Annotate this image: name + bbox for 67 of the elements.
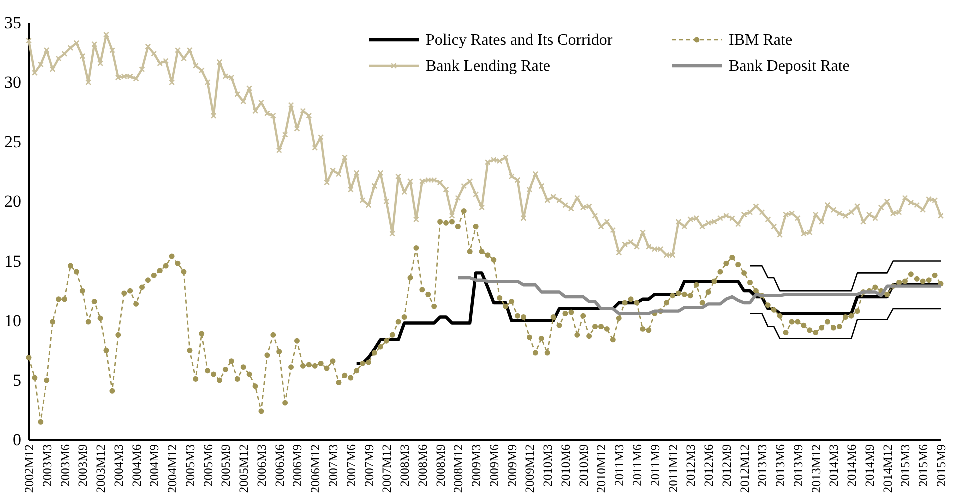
x-tick-label: 2012M3 [684, 444, 698, 487]
x-tick-label: 2003M3 [40, 444, 54, 487]
x-tick-label: 2008M6 [416, 444, 430, 487]
x-tick-label: 2006M3 [254, 444, 269, 487]
x-tick-label: 2015M9 [934, 444, 948, 487]
x-tick-label: 2004M12 [166, 444, 180, 494]
x-tick-label: 2011M9 [648, 444, 662, 486]
x-tick-label: 2011M12 [666, 444, 680, 493]
x-tick-label: 2007M3 [326, 444, 340, 487]
y-tick-label: 15 [4, 252, 22, 271]
line-series [750, 260, 942, 292]
y-tick-label: 10 [4, 311, 22, 330]
x-tick-label: 2010M12 [594, 444, 609, 494]
x-tick-label: 2007M6 [344, 444, 358, 487]
x-tick-label: 2012M6 [702, 444, 716, 487]
legend-label: Bank Lending Rate [426, 58, 550, 75]
x-tick-label: 2009M6 [487, 444, 502, 487]
legend-label: Bank Deposit Rate [729, 58, 850, 75]
x-tick-label: 2005M3 [183, 444, 198, 487]
x-tick-label: 2003M6 [58, 444, 72, 487]
x-tick-label: 2009M3 [470, 444, 484, 487]
x-tick-label: 2015M3 [898, 444, 913, 487]
x-tick-label: 2006M9 [290, 444, 305, 487]
y-tick-label: 25 [4, 132, 22, 152]
x-tick-label: 2014M6 [845, 444, 860, 487]
x-tick-label: 2015M6 [916, 444, 931, 487]
line-series [456, 276, 943, 316]
x-tick-label: 2010M3 [541, 444, 556, 487]
x-tick-label: 2014M9 [862, 444, 877, 487]
x-tick-label: 2002M12 [22, 444, 36, 494]
x-tick-label: 2014M12 [880, 444, 895, 494]
x-tick-label: 2012M9 [720, 444, 734, 487]
y-tick-label: 5 [13, 370, 22, 390]
x-tick-label: 2009M9 [505, 444, 520, 487]
x-tick-label: 2007M12 [380, 444, 394, 494]
x-tick-label: 2014M3 [827, 444, 842, 487]
x-tick-label: 2013M9 [791, 444, 806, 487]
x-tick-label: 2003M12 [94, 444, 108, 494]
x-tick-label: 2003M9 [76, 444, 90, 487]
x-tick-label: 2013M6 [774, 444, 788, 487]
legend-label: IBM Rate [729, 32, 793, 49]
x-tick-label: 2006M12 [308, 444, 323, 494]
x-tick-label: 2011M6 [630, 444, 644, 486]
y-tick-label: 35 [4, 14, 22, 32]
x-tick-label: 2010M6 [558, 444, 573, 487]
line-series [750, 308, 942, 340]
x-tick-label: 2012M12 [738, 444, 752, 494]
x-tick-label: 2013M3 [756, 444, 770, 487]
x-tick-label: 2005M6 [201, 444, 216, 487]
x-tick-label: 2011M3 [612, 444, 627, 486]
x-tick-label: 2004M6 [130, 444, 144, 487]
x-tick-label: 2008M9 [434, 444, 448, 487]
x-tick-label: 2008M12 [452, 444, 466, 494]
x-tick-label: 2006M6 [272, 444, 287, 487]
x-tick-label: 2007M9 [362, 444, 376, 487]
legend-label: Policy Rates and Its Corridor [426, 32, 614, 49]
x-tick-label: 2005M9 [219, 444, 234, 487]
y-tick-label: 0 [13, 430, 22, 450]
y-tick-label: 20 [4, 192, 22, 212]
x-tick-label: 2010M9 [576, 444, 591, 487]
x-tick-label: 2008M3 [398, 444, 412, 487]
x-tick-label: 2004M9 [148, 444, 162, 487]
x-tick-label: 2005M12 [237, 444, 252, 494]
x-tick-label: 2004M3 [112, 444, 126, 487]
x-tick-label: 2009M12 [523, 444, 538, 494]
y-tick-label: 30 [4, 73, 22, 92]
x-tick-label: 2013M12 [809, 444, 824, 494]
